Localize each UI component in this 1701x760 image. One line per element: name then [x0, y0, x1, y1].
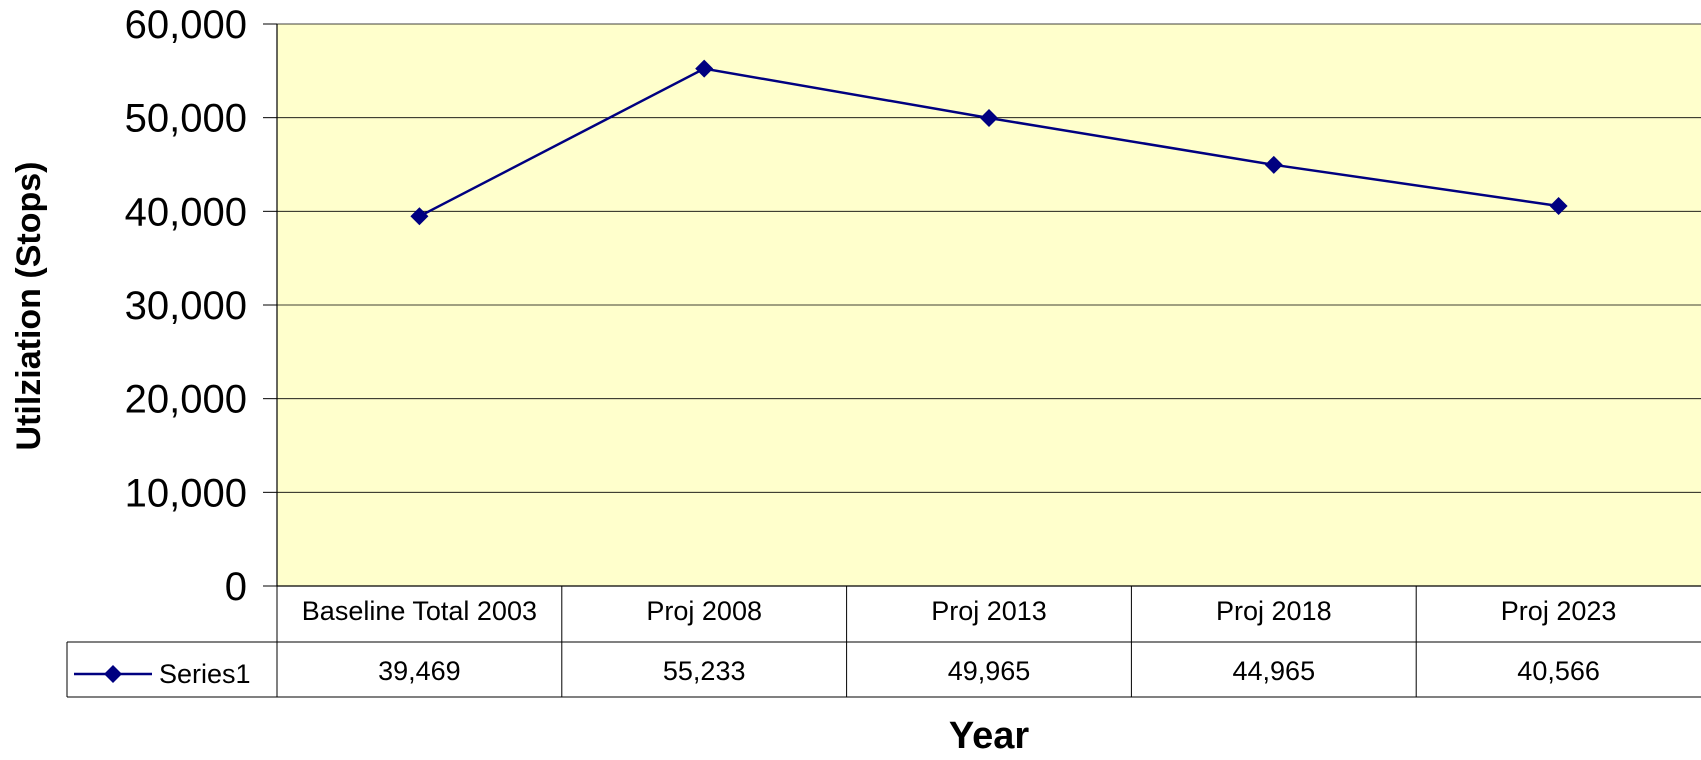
data-point-marker: [695, 59, 714, 78]
data-point-marker: [1549, 197, 1568, 216]
x-category-label: Proj 2013: [931, 596, 1047, 626]
y-tick-label: 40,000: [125, 190, 247, 234]
series-layer: [410, 59, 1568, 226]
data-table-value: 55,233: [663, 656, 746, 686]
legend-series-label: Series1: [159, 659, 251, 689]
gridlines: [277, 23, 1701, 493]
data-table-value: 39,469: [378, 656, 461, 686]
data-table-value: 44,965: [1233, 656, 1316, 686]
data-point-marker: [410, 207, 429, 226]
y-tick-labels: 0 10,000 20,000 30,000 40,000 50,000 60,000: [125, 3, 247, 609]
data-table-value: 40,566: [1517, 656, 1600, 686]
y-tick-label: 50,000: [125, 97, 247, 141]
x-axis-title: Year: [949, 715, 1030, 755]
data-point-marker: [1264, 155, 1283, 174]
x-category-label: Proj 2023: [1501, 596, 1617, 626]
y-tick-label: 10,000: [125, 471, 247, 515]
y-tick-label: 0: [225, 565, 247, 609]
x-category-label: Baseline Total 2003: [302, 596, 537, 626]
x-category-label: Proj 2008: [646, 596, 762, 626]
legend-key-marker: [104, 665, 122, 683]
x-category-label: Proj 2018: [1216, 596, 1332, 626]
data-table: Baseline Total 2003 Proj 2008 Proj 2013 Pro…: [66, 586, 1701, 698]
axes: [263, 23, 1701, 587]
y-axis-title: Utilziation (Stops): [10, 162, 48, 451]
y-tick-label: 60,000: [125, 3, 247, 47]
data-point-marker: [980, 108, 998, 127]
y-tick-label: 20,000: [125, 378, 247, 422]
data-table-value: 49,965: [948, 656, 1031, 686]
y-tick-label: 30,000: [125, 284, 247, 328]
